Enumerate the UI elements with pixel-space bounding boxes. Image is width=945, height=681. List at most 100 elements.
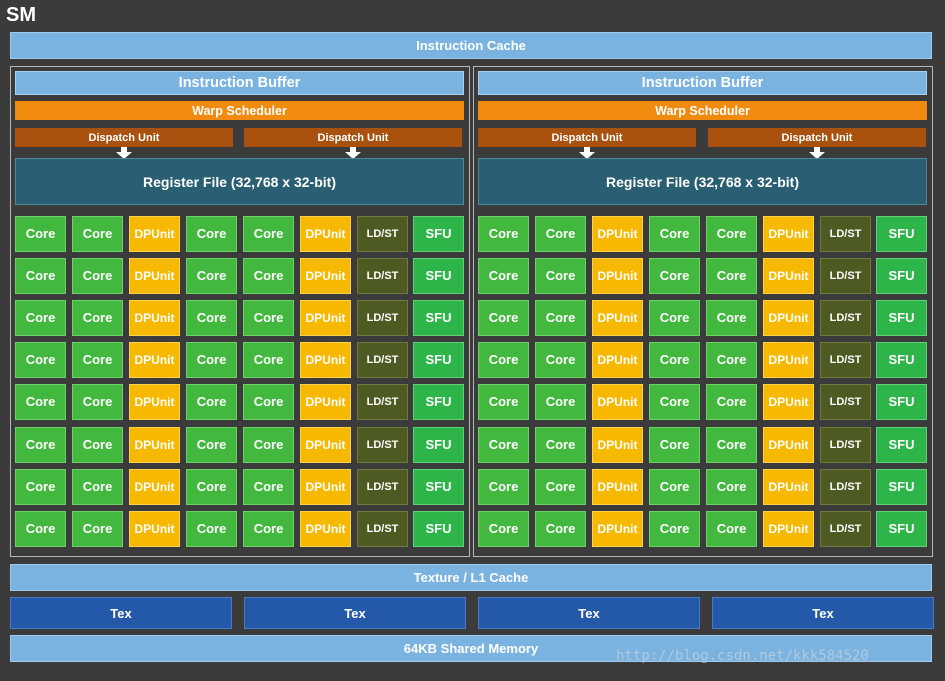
core-unit: Core bbox=[649, 300, 700, 336]
core-unit: Core bbox=[72, 384, 123, 420]
dp-unit-label-line1: DP bbox=[134, 227, 152, 241]
dp-unit-label-line1: DP bbox=[597, 395, 615, 409]
dispatch-unit: Dispatch Unit bbox=[478, 128, 696, 147]
dp-unit: DP Unit bbox=[763, 511, 814, 547]
sfu-unit: SFU bbox=[876, 342, 927, 378]
dp-unit: DP Unit bbox=[592, 427, 643, 463]
core-unit: Core bbox=[706, 342, 757, 378]
core-unit: Core bbox=[535, 216, 586, 252]
dp-unit-label-line1: DP bbox=[768, 311, 786, 325]
dp-unit-label-line2: Unit bbox=[614, 227, 638, 241]
core-unit: Core bbox=[72, 300, 123, 336]
dp-unit-label-line2: Unit bbox=[785, 395, 809, 409]
ldst-unit: LD/ST bbox=[820, 469, 871, 505]
dp-unit-label-line2: Unit bbox=[322, 395, 346, 409]
dp-unit-label-line1: DP bbox=[305, 311, 323, 325]
dp-unit-label-line1: DP bbox=[305, 480, 323, 494]
dp-unit-label-line2: Unit bbox=[322, 227, 346, 241]
core-unit: Core bbox=[243, 300, 294, 336]
core-unit: Core bbox=[649, 427, 700, 463]
ldst-unit: LD/ST bbox=[820, 258, 871, 294]
dp-unit: DP Unit bbox=[129, 216, 180, 252]
dp-unit-label-line1: DP bbox=[134, 353, 152, 367]
core-unit: Core bbox=[243, 384, 294, 420]
sfu-unit: SFU bbox=[876, 384, 927, 420]
register-file: Register File (32,768 x 32-bit) bbox=[15, 158, 464, 205]
core-unit: Core bbox=[649, 469, 700, 505]
core-unit: Core bbox=[649, 511, 700, 547]
dp-unit-label-line1: DP bbox=[134, 269, 152, 283]
core-unit: Core bbox=[186, 384, 237, 420]
core-unit: Core bbox=[72, 469, 123, 505]
dispatch-unit: Dispatch Unit bbox=[708, 128, 926, 147]
dp-unit-label-line2: Unit bbox=[322, 522, 346, 536]
dp-unit: DP Unit bbox=[300, 511, 351, 547]
ldst-unit: LD/ST bbox=[820, 427, 871, 463]
core-unit: Core bbox=[706, 258, 757, 294]
execution-unit-grid: Core Core DP Unit Core Core DP Unit LD/ST SFU Core… bbox=[478, 216, 927, 548]
dp-unit-label-line1: DP bbox=[768, 353, 786, 367]
ldst-unit: LD/ST bbox=[357, 384, 408, 420]
dp-unit: DP Unit bbox=[300, 469, 351, 505]
dispatch-unit: Dispatch Unit bbox=[244, 128, 462, 147]
dp-unit-label-line2: Unit bbox=[785, 480, 809, 494]
sfu-unit: SFU bbox=[413, 342, 464, 378]
processing-block-left: Instruction Buffer Warp Scheduler Dispat… bbox=[10, 66, 470, 557]
core-unit: Core bbox=[243, 342, 294, 378]
dp-unit-label-line2: Unit bbox=[151, 438, 175, 452]
dp-unit-label-line1: DP bbox=[597, 480, 615, 494]
core-unit: Core bbox=[535, 511, 586, 547]
core-unit: Core bbox=[243, 258, 294, 294]
core-unit: Core bbox=[243, 427, 294, 463]
dp-unit-label-line2: Unit bbox=[322, 438, 346, 452]
dp-unit: DP Unit bbox=[592, 342, 643, 378]
dp-unit-label-line1: DP bbox=[134, 311, 152, 325]
core-unit: Core bbox=[15, 511, 66, 547]
dp-unit: DP Unit bbox=[129, 427, 180, 463]
sfu-unit: SFU bbox=[413, 300, 464, 336]
core-unit: Core bbox=[649, 384, 700, 420]
dp-unit: DP Unit bbox=[129, 258, 180, 294]
core-unit: Core bbox=[243, 216, 294, 252]
dp-unit: DP Unit bbox=[763, 342, 814, 378]
core-unit: Core bbox=[535, 258, 586, 294]
tex-unit: Tex bbox=[10, 597, 232, 629]
dp-unit-label-line2: Unit bbox=[614, 269, 638, 283]
dp-unit: DP Unit bbox=[763, 469, 814, 505]
core-unit: Core bbox=[15, 216, 66, 252]
instruction-buffer: Instruction Buffer bbox=[478, 71, 927, 95]
core-unit: Core bbox=[72, 216, 123, 252]
sfu-unit: SFU bbox=[413, 469, 464, 505]
dp-unit: DP Unit bbox=[592, 300, 643, 336]
core-unit: Core bbox=[15, 427, 66, 463]
core-unit: Core bbox=[72, 511, 123, 547]
sfu-unit: SFU bbox=[876, 427, 927, 463]
dp-unit-label-line2: Unit bbox=[614, 522, 638, 536]
sfu-unit: SFU bbox=[413, 216, 464, 252]
dp-unit-label-line1: DP bbox=[768, 522, 786, 536]
core-unit: Core bbox=[478, 427, 529, 463]
core-unit: Core bbox=[478, 511, 529, 547]
tex-unit: Tex bbox=[478, 597, 700, 629]
ldst-unit: LD/ST bbox=[820, 384, 871, 420]
dp-unit: DP Unit bbox=[592, 258, 643, 294]
down-arrow-icon bbox=[116, 147, 132, 159]
dp-unit-label-line2: Unit bbox=[614, 480, 638, 494]
core-unit: Core bbox=[649, 258, 700, 294]
dp-unit-label-line2: Unit bbox=[322, 269, 346, 283]
dp-unit-label-line2: Unit bbox=[322, 311, 346, 325]
core-unit: Core bbox=[706, 384, 757, 420]
core-unit: Core bbox=[478, 300, 529, 336]
core-unit: Core bbox=[15, 342, 66, 378]
dp-unit: DP Unit bbox=[129, 300, 180, 336]
tex-unit: Tex bbox=[712, 597, 934, 629]
dispatch-unit: Dispatch Unit bbox=[15, 128, 233, 147]
core-unit: Core bbox=[72, 427, 123, 463]
core-unit: Core bbox=[535, 469, 586, 505]
instruction-cache: Instruction Cache bbox=[10, 32, 932, 59]
dp-unit: DP Unit bbox=[763, 300, 814, 336]
down-arrow-icon bbox=[345, 147, 361, 159]
ldst-unit: LD/ST bbox=[357, 342, 408, 378]
dp-unit-label-line1: DP bbox=[768, 438, 786, 452]
core-unit: Core bbox=[15, 384, 66, 420]
